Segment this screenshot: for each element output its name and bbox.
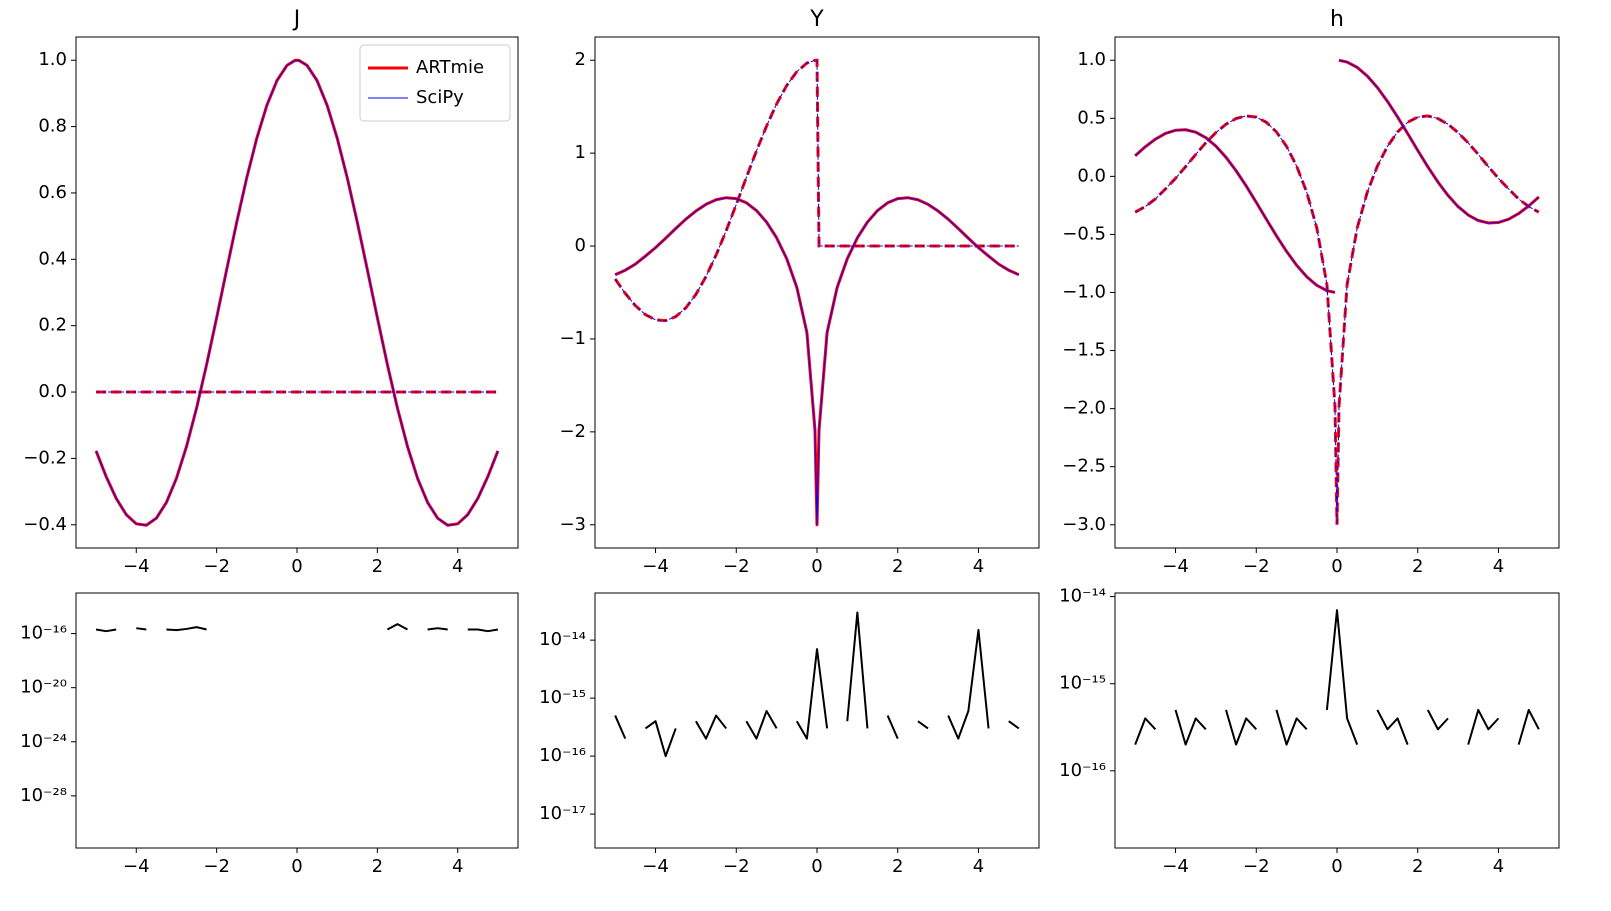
y-tick-label: 10⁻¹⁷	[539, 803, 586, 824]
x-tick-label: −4	[1162, 856, 1189, 877]
series-line	[95, 59, 499, 526]
plot-area	[1115, 593, 1559, 848]
y-tick-label: 10⁻²⁸	[20, 785, 67, 806]
x-tick-label: 2	[372, 856, 383, 877]
x-tick-label: −2	[203, 556, 230, 577]
x-tick-label: −2	[723, 856, 750, 877]
y-tick-label: 0.0	[38, 381, 67, 402]
y-tick-label: 10⁻¹⁶	[20, 623, 67, 644]
plot-area	[595, 593, 1039, 848]
x-tick-label: 4	[973, 856, 984, 877]
plot-area	[76, 37, 518, 548]
y-tick-label: −2	[559, 421, 586, 442]
y-tick-label: −2.5	[1062, 456, 1106, 477]
plot-lines	[1134, 609, 1540, 746]
x-tick-label: −4	[642, 556, 669, 577]
x-tick-label: 0	[1331, 556, 1342, 577]
y-tick-label: 10⁻²⁰	[20, 677, 67, 698]
x-tick-label: 0	[1331, 856, 1342, 877]
series-line	[95, 623, 499, 633]
plot-area	[76, 593, 518, 848]
series-line	[1134, 609, 1540, 746]
y-tick-label: 1.0	[1077, 49, 1106, 70]
axes-frame	[594, 592, 1040, 849]
x-tick-label: 2	[892, 556, 903, 577]
y-tick-label: −0.5	[1062, 223, 1106, 244]
y-tick-label: −0.2	[23, 447, 67, 468]
y-tick-label: 1.0	[38, 49, 67, 70]
y-tick-label: 10⁻²⁴	[20, 731, 67, 752]
x-tick-label: −4	[642, 856, 669, 877]
chart-title: Y	[809, 7, 824, 32]
x-tick-label: −4	[1162, 556, 1189, 577]
series-line	[1134, 59, 1540, 293]
y-tick-label: 0.2	[38, 315, 67, 336]
y-tick-label: 1	[575, 142, 586, 163]
y-tick-label: 0.0	[1077, 165, 1106, 186]
y-tick-label: −3.0	[1062, 514, 1106, 535]
y-tick-label: 10⁻¹⁶	[539, 745, 586, 766]
axes-frame	[75, 36, 519, 549]
axes-frame	[75, 592, 519, 849]
x-tick-label: 0	[811, 856, 822, 877]
chart-title: h	[1330, 7, 1344, 32]
y-tick-label: −2.0	[1062, 398, 1106, 419]
x-tick-label: 2	[372, 556, 383, 577]
plot-lines	[614, 611, 1020, 758]
y-tick-label: −3	[559, 514, 586, 535]
y-tick-label: 0.6	[38, 182, 67, 203]
legend-box	[359, 44, 511, 122]
y-tick-label: −1.5	[1062, 340, 1106, 361]
x-tick-label: −2	[1243, 556, 1270, 577]
y-tick-label: −1.0	[1062, 282, 1106, 303]
y-tick-label: 0	[575, 235, 586, 256]
y-tick-label: 10⁻¹⁴	[539, 629, 586, 650]
y-tick-label: 2	[575, 49, 586, 70]
x-tick-label: −2	[1243, 856, 1270, 877]
axes-frame	[1114, 36, 1560, 549]
x-tick-label: 0	[291, 556, 302, 577]
plot-lines	[94, 58, 500, 527]
plot-lines	[613, 58, 1020, 527]
x-tick-label: 4	[973, 556, 984, 577]
x-tick-label: 4	[452, 856, 463, 877]
series-line-imag	[614, 59, 1019, 322]
x-tick-label: 4	[1493, 856, 1504, 877]
x-tick-label: 2	[1412, 856, 1423, 877]
y-tick-label: 0.8	[38, 116, 67, 137]
y-tick-label: 0.5	[1077, 107, 1106, 128]
plot-lines	[95, 623, 499, 633]
y-tick-label: 10⁻¹⁵	[539, 687, 586, 708]
x-tick-label: −4	[123, 556, 150, 577]
x-tick-label: −4	[123, 856, 150, 877]
axes-frame	[594, 36, 1040, 549]
x-tick-label: 0	[291, 856, 302, 877]
y-tick-label: −0.4	[23, 514, 67, 535]
x-tick-label: −2	[203, 856, 230, 877]
x-tick-label: 0	[811, 556, 822, 577]
x-tick-label: 2	[1412, 556, 1423, 577]
y-tick-label: 10⁻¹⁶	[1059, 760, 1106, 781]
x-tick-label: 2	[892, 856, 903, 877]
legend-label: ARTmie	[416, 57, 484, 78]
x-tick-label: 4	[452, 556, 463, 577]
y-tick-label: 0.4	[38, 248, 67, 269]
x-tick-label: −2	[723, 556, 750, 577]
x-tick-label: 4	[1493, 556, 1504, 577]
series-line-imag	[1134, 115, 1540, 525]
y-tick-label: 10⁻¹⁴	[1059, 586, 1106, 607]
legend-label: SciPy	[416, 87, 464, 108]
series-line	[614, 197, 1020, 526]
axes-frame	[1114, 592, 1560, 849]
plot-lines	[1134, 58, 1540, 525]
chart-title: J	[292, 7, 301, 32]
y-tick-label: 10⁻¹⁵	[1059, 673, 1106, 694]
y-tick-label: −1	[559, 328, 586, 349]
series-line	[614, 611, 1020, 758]
